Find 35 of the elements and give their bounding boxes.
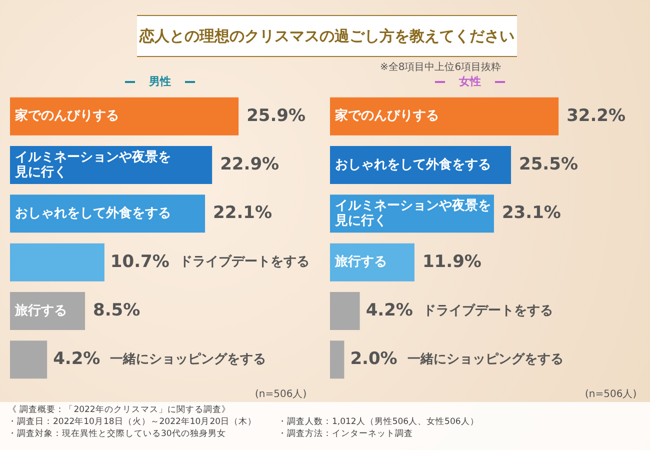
data-label: 32.2% <box>566 106 626 126</box>
data-label: 10.7% <box>110 252 170 272</box>
text: ・調査日：2022年10月18日（火）～2022年10月20日（木） <box>8 417 257 428</box>
y-tick-label: 一緒にショッピングをする <box>407 352 564 368</box>
y-tick-label: 家でのんびりする <box>14 108 119 124</box>
text: 恋人との理想のクリスマスの過ごし方を教えてください <box>137 15 517 57</box>
y-tick-label: おしゃれをして外食をする <box>335 157 491 172</box>
y-tick-label: おしゃれをして外食をする <box>15 206 171 222</box>
text: ・調査人数：1,012人（男性506人、女性506人） <box>278 417 479 428</box>
text: ・調査対象：現在異性と交際している30代の独身男女 <box>8 429 226 440</box>
y-tick-label: ドライブデートをする <box>179 254 310 270</box>
text: (n=506人) <box>585 388 637 401</box>
y-tick-label: 家でのんびりする <box>334 108 439 124</box>
y-tick-label: 一緒にショッピングをする <box>110 352 266 368</box>
data-label: 4.2% <box>366 300 413 320</box>
chart-subtitle: 男性 <box>149 75 171 88</box>
data-label: 11.9% <box>422 252 482 272</box>
data-label: 25.9% <box>246 106 306 126</box>
chart-subtitle: 女性 <box>459 75 481 88</box>
data-label: 23.1% <box>502 203 561 224</box>
text: ※全8項目中上位6項目抜粋 <box>380 60 502 74</box>
data-label: 22.9% <box>220 154 280 174</box>
y-tick-label: ドライブデートをする <box>422 302 553 318</box>
y-tick-label: イルミネーションや夜景を見に行く <box>14 148 171 180</box>
y-tick-label: 旅行する <box>14 302 67 318</box>
data-label: 4.2% <box>53 349 100 370</box>
data-label: 2.0% <box>350 349 398 370</box>
text: (n=506人) <box>255 388 307 401</box>
data-label: 22.1% <box>213 203 272 224</box>
y-tick-label: イルミネーションや夜景を見に行く <box>334 198 491 229</box>
y-tick-label: 旅行する <box>334 254 387 270</box>
text: ・調査方法：インターネット調査 <box>278 429 413 440</box>
text: 《 調査概要：「2022年のクリスマス」に関する調査》 <box>8 405 230 416</box>
data-label: 8.5% <box>93 300 140 320</box>
data-label: 25.5% <box>519 154 578 174</box>
